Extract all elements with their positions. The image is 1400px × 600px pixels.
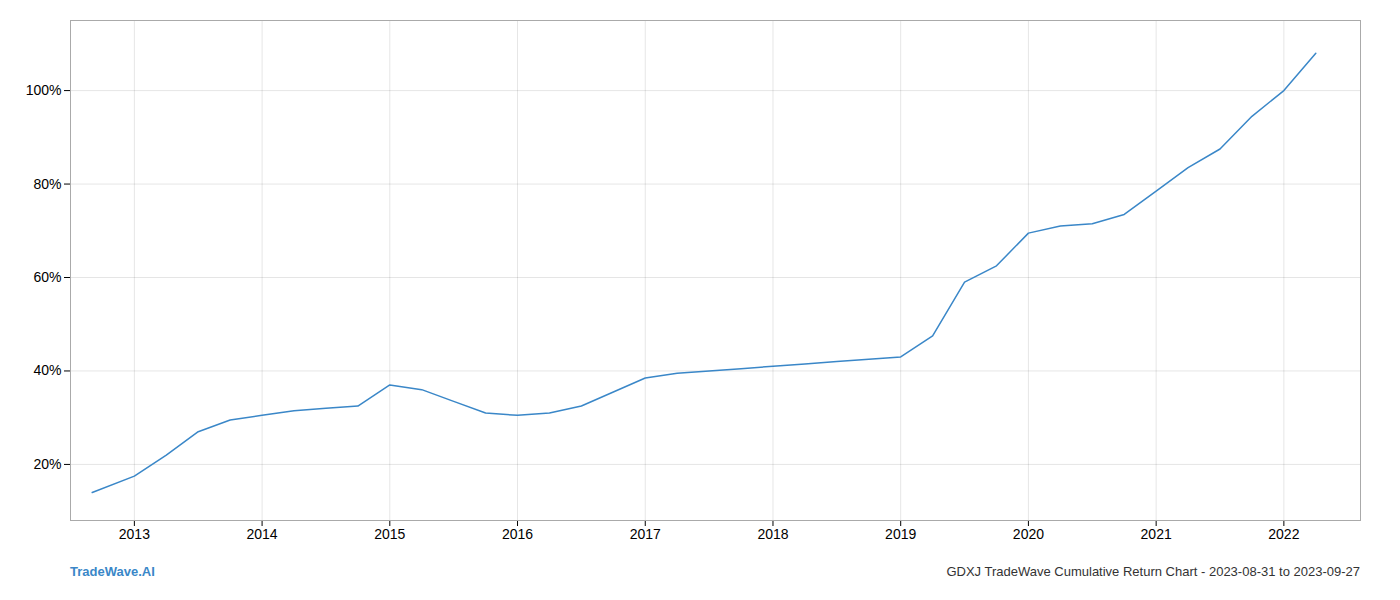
- svg-text:20%: 20%: [33, 456, 61, 472]
- html-text:TradeWave.AI: TradeWave.AI: [70, 564, 155, 579]
- svg-text:2016: 2016: [502, 526, 533, 542]
- svg-text:2017: 2017: [630, 526, 661, 542]
- svg-text:2015: 2015: [374, 526, 405, 542]
- svg-text:2014: 2014: [247, 526, 278, 542]
- svg-text:2022: 2022: [1268, 526, 1299, 542]
- svg-text:2013: 2013: [119, 526, 150, 542]
- svg-text:60%: 60%: [33, 269, 61, 285]
- svg-text:2021: 2021: [1141, 526, 1172, 542]
- svg-text:2018: 2018: [757, 526, 788, 542]
- svg-text:2020: 2020: [1013, 526, 1044, 542]
- svg-text:80%: 80%: [33, 176, 61, 192]
- svg-text:100%: 100%: [26, 82, 62, 98]
- html-text:GDXJ TradeWave Cumulative Retu: GDXJ TradeWave Cumulative Return Chart -…: [946, 564, 1360, 579]
- svg-text:40%: 40%: [33, 362, 61, 378]
- svg-text:2019: 2019: [885, 526, 916, 542]
